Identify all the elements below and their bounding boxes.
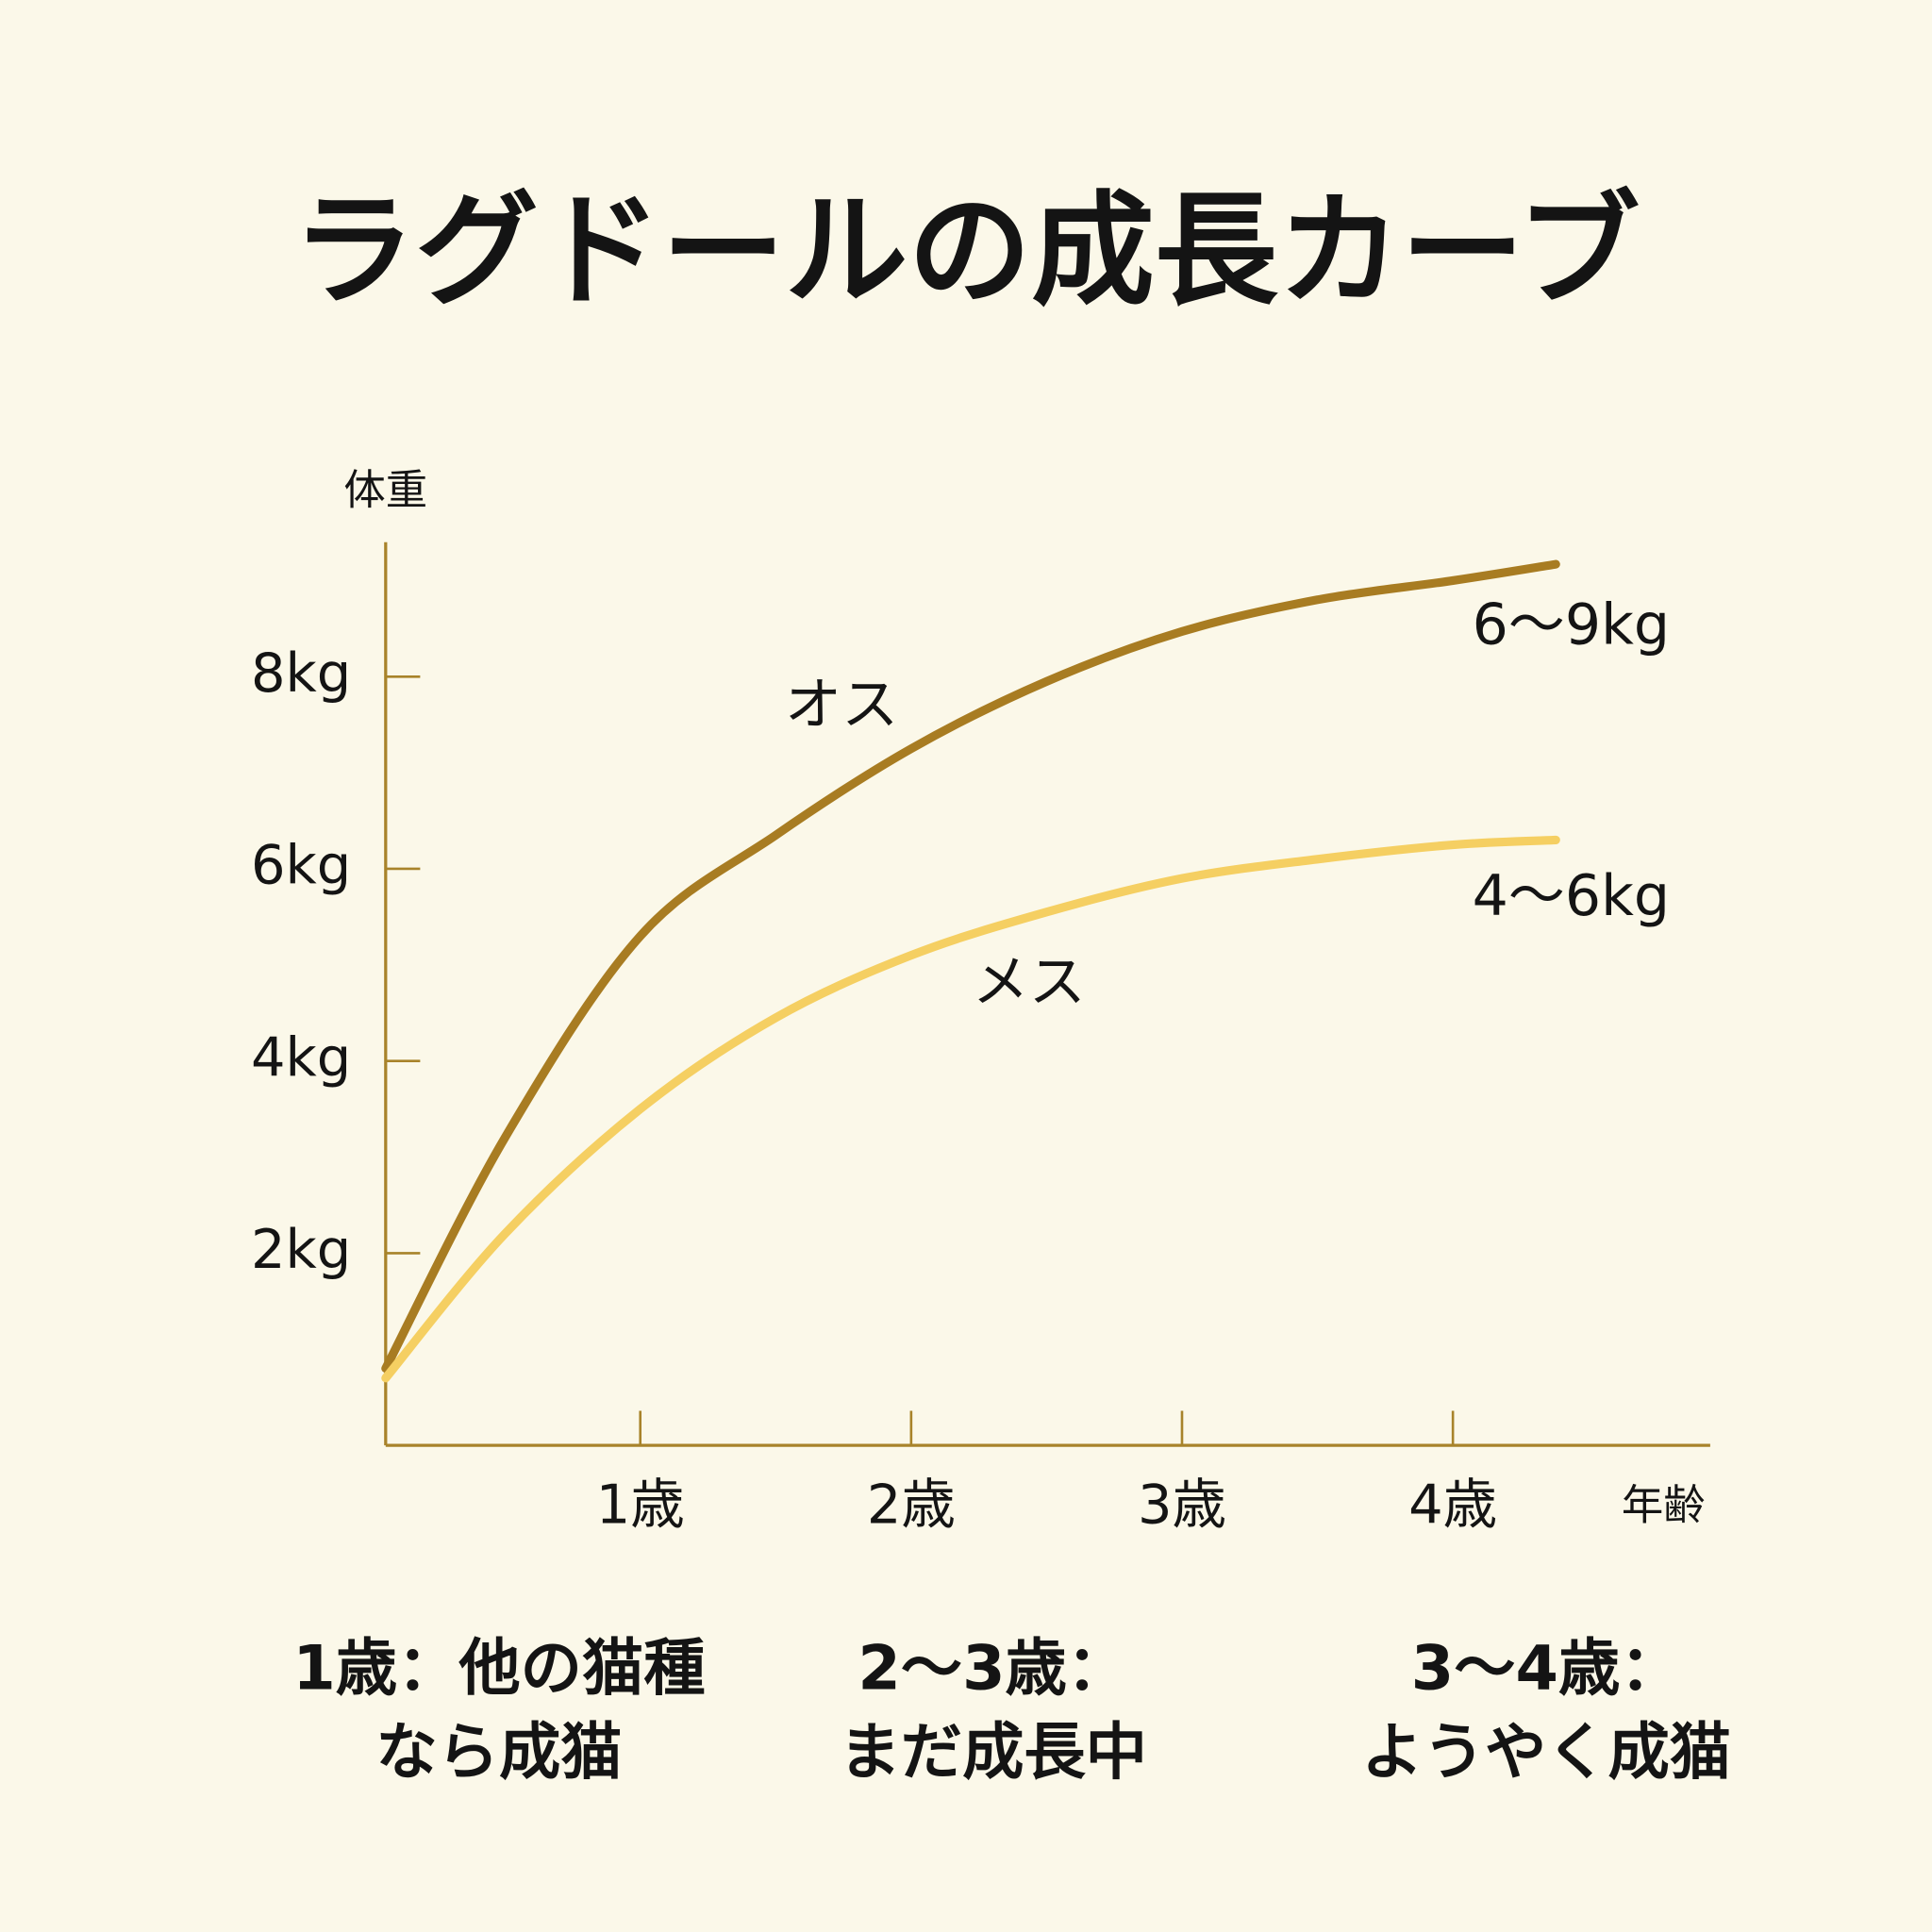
x-tick-label: 3歳 — [1138, 1473, 1226, 1536]
y-tick-label: 2kg — [251, 1218, 351, 1281]
y-axis-label: 体重 — [343, 466, 427, 514]
series-line — [381, 835, 1560, 1383]
chart-title: ラグドールの成長カーブ — [292, 177, 1641, 323]
y-tick-label: 8kg — [251, 641, 351, 705]
series-line — [381, 559, 1560, 1374]
annotation: 4〜6kg — [1473, 863, 1670, 929]
annotation: 6〜9kg — [1473, 592, 1670, 658]
y-tick-label: 6kg — [251, 834, 351, 897]
x-tick-label: 2歳 — [867, 1473, 956, 1536]
x-axis-label: 年齢 — [1622, 1482, 1706, 1530]
note-text: 1歳：他の猫種 — [292, 1632, 705, 1704]
note-text: 3〜4歳： — [1411, 1632, 1682, 1704]
y-tick-label: 4kg — [251, 1025, 351, 1089]
note-text: 2〜3歳： — [858, 1632, 1128, 1704]
x-tick-label: 4歳 — [1408, 1473, 1497, 1536]
series-label: オス — [785, 673, 898, 739]
note-text: なら成猫 — [375, 1716, 622, 1788]
note-text: まだ成長中 — [839, 1716, 1147, 1788]
x-tick-label: 1歳 — [596, 1473, 685, 1536]
note-text: ようやく成猫 — [1361, 1716, 1731, 1788]
series-label: メス — [973, 949, 1086, 1015]
